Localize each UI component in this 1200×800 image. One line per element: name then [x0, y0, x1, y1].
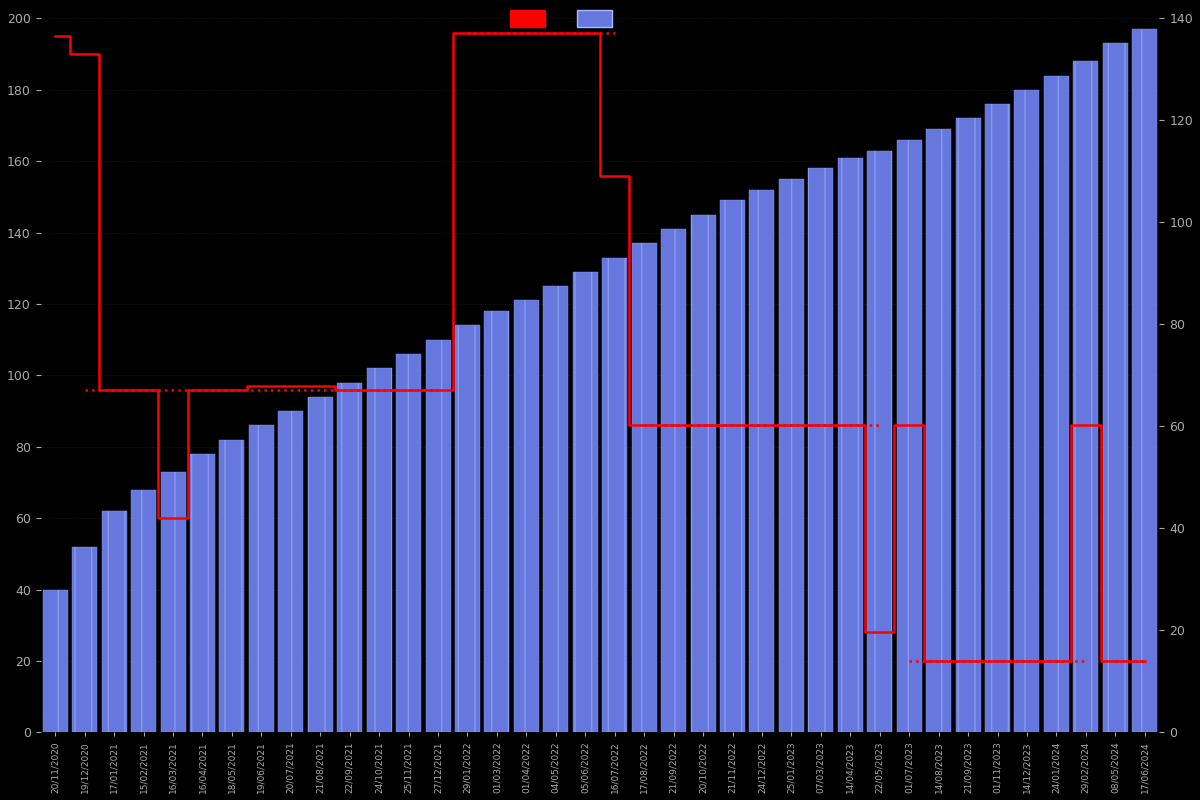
Bar: [631, 243, 656, 732]
Bar: [248, 426, 274, 732]
Bar: [838, 158, 863, 732]
Bar: [426, 340, 450, 732]
Bar: [750, 190, 774, 732]
Bar: [307, 397, 332, 732]
Bar: [1133, 29, 1157, 732]
Bar: [72, 546, 97, 732]
Bar: [926, 129, 952, 732]
Bar: [661, 229, 686, 732]
Bar: [367, 368, 391, 732]
Bar: [896, 140, 922, 732]
Bar: [514, 301, 539, 732]
Bar: [278, 411, 304, 732]
Bar: [985, 104, 1010, 732]
Bar: [396, 354, 421, 732]
Bar: [1014, 90, 1039, 732]
Bar: [131, 490, 156, 732]
Bar: [1044, 75, 1069, 732]
Bar: [690, 214, 715, 732]
Bar: [572, 272, 598, 732]
Bar: [1103, 43, 1128, 732]
Bar: [161, 472, 186, 732]
Bar: [720, 201, 745, 732]
Bar: [602, 258, 628, 732]
Bar: [544, 286, 569, 732]
Bar: [455, 326, 480, 732]
Bar: [102, 511, 127, 732]
Bar: [485, 311, 510, 732]
Bar: [337, 382, 362, 732]
Legend: , : ,: [505, 4, 629, 32]
Bar: [220, 440, 245, 732]
Bar: [1073, 62, 1098, 732]
Bar: [955, 118, 980, 732]
Bar: [868, 150, 893, 732]
Bar: [809, 168, 833, 732]
Bar: [190, 454, 215, 732]
Bar: [43, 590, 67, 732]
Bar: [779, 179, 804, 732]
